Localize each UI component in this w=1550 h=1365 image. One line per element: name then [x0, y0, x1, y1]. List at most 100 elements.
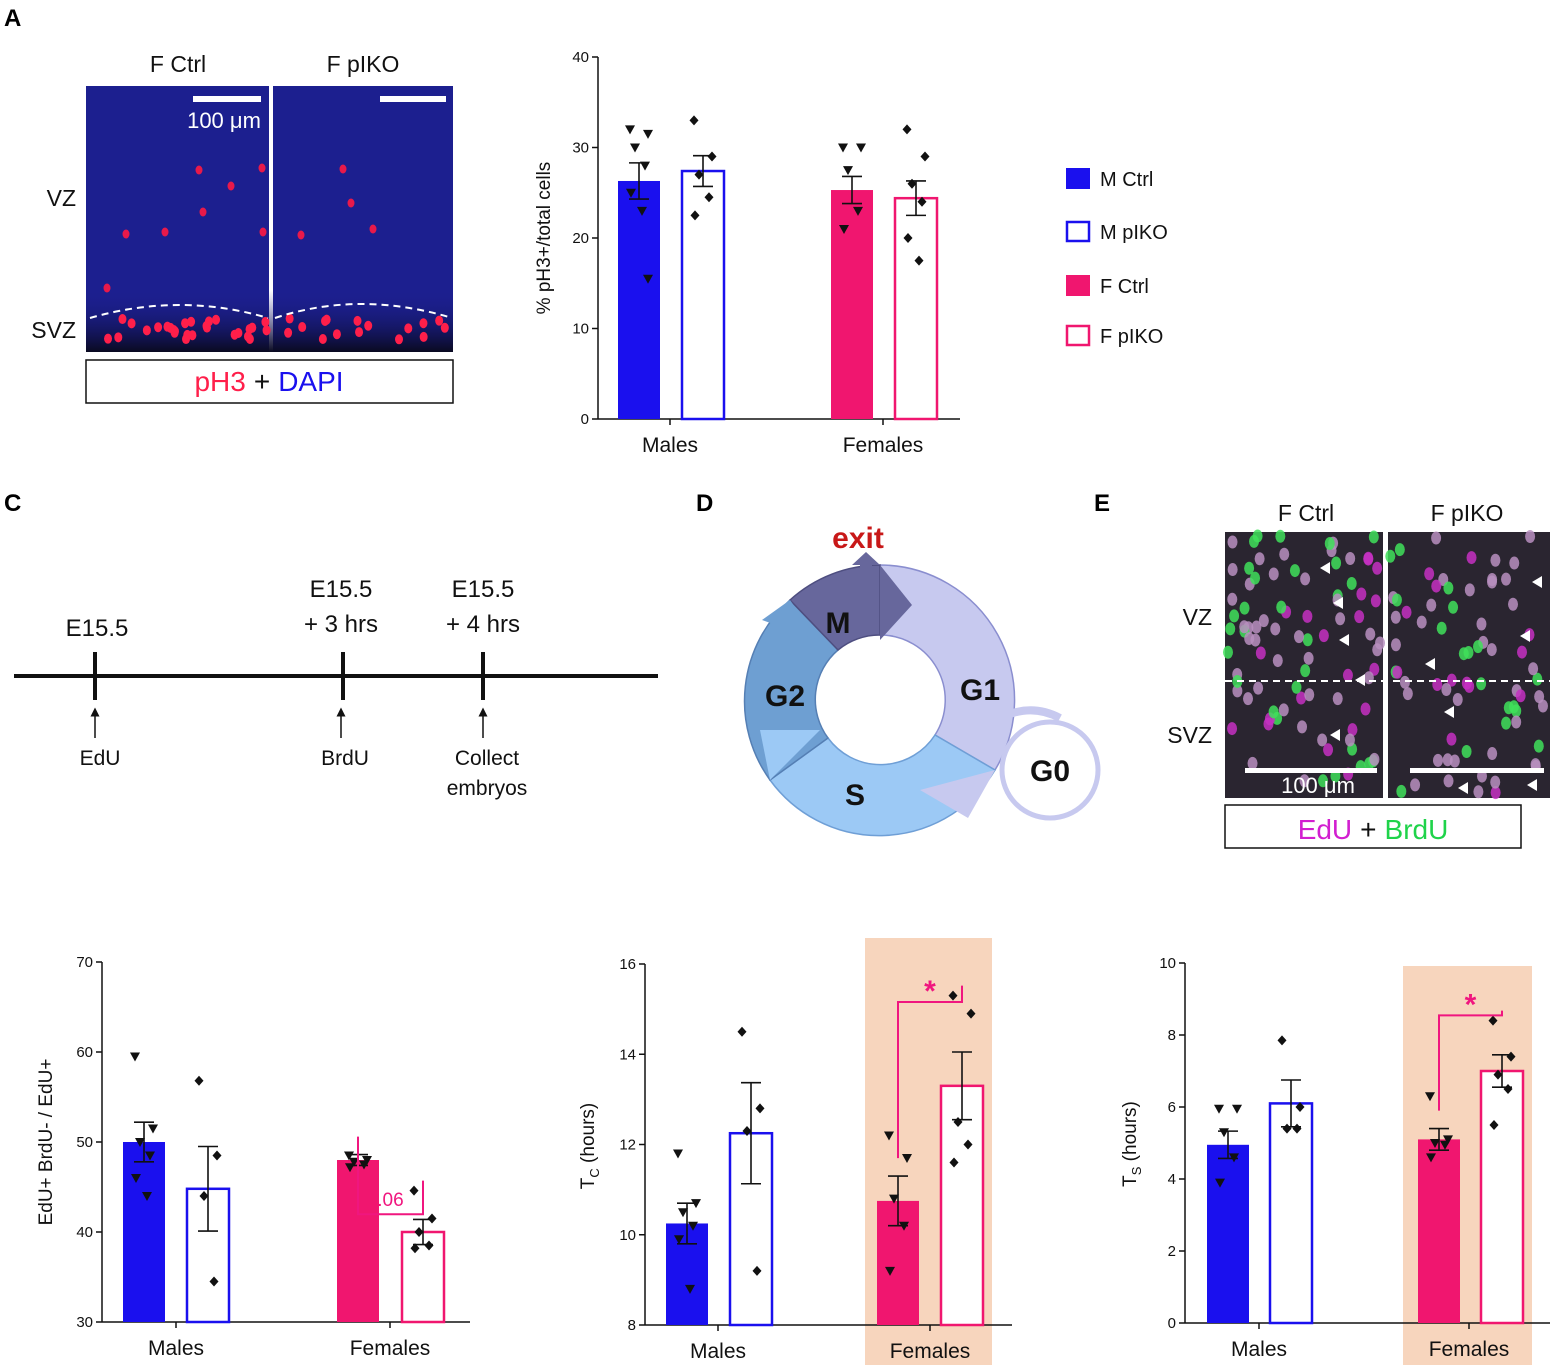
ph3-nucleus: [181, 318, 190, 329]
edu-brdu-nucleus: [1432, 753, 1443, 767]
data-point: [966, 1008, 976, 1019]
edu-brdu-nucleus: [1268, 705, 1279, 719]
panel-label-c: C: [4, 490, 21, 517]
data-point: [902, 124, 912, 135]
edu-brdu-nucleus: [1416, 615, 1427, 629]
micrograph-a: 100 μm: [86, 86, 453, 352]
edu-brdu-nucleus: [1511, 715, 1522, 729]
data-point: [209, 1276, 219, 1287]
ph3-nucleus: [347, 198, 355, 208]
data-point: [673, 1149, 683, 1159]
edu-brdu-nucleus: [1501, 572, 1512, 586]
data-point: [917, 196, 927, 207]
data-point: [643, 274, 653, 284]
edu-brdu-nucleus: [1300, 664, 1311, 678]
arrowhead-marker: [1527, 779, 1537, 791]
data-point: [920, 151, 930, 162]
data-point: [691, 1199, 701, 1209]
legend-label-m-pko: M pIKO: [1100, 222, 1168, 244]
timeline-t3a: E15.5: [452, 576, 515, 603]
y-tick-label: 8: [628, 1317, 636, 1334]
edu-brdu-nucleus: [1227, 535, 1238, 549]
timeline-t2a: E15.5: [310, 576, 373, 603]
data-point: [899, 1221, 909, 1231]
cycle-arrowhead-m: [880, 565, 912, 640]
y-tick-label: 14: [619, 1046, 636, 1063]
arrowhead-marker: [1330, 729, 1340, 741]
data-point: [914, 255, 924, 266]
edu-brdu-nucleus: [1369, 752, 1380, 766]
significance-bracket: [897, 985, 963, 1159]
scale-bar-a-right: [380, 96, 446, 102]
edu-brdu-nucleus: [1293, 630, 1304, 644]
ph3-nucleus: [187, 316, 196, 327]
data-point: [626, 188, 636, 198]
edu-brdu-nucleus: [1443, 774, 1454, 788]
edu-brdu-nucleus: [1268, 567, 1279, 581]
g0-branch-arrow: [1008, 706, 1062, 722]
panel-e: E F Ctrl F pIKO 100 μm VZ SVZ EdU + BrdU: [1094, 490, 1550, 849]
edu-brdu-nucleus: [1534, 690, 1545, 704]
significance-label: *: [1465, 988, 1477, 1021]
edu-brdu-nucleus: [1335, 612, 1346, 626]
ph3-nucleus: [285, 313, 294, 324]
panel-e-col1-title: F Ctrl: [1278, 500, 1334, 526]
y-tick-label: 2: [1168, 1243, 1176, 1260]
data-point: [678, 1208, 688, 1218]
edu-brdu-nucleus: [1432, 677, 1443, 691]
panel-a: A F Ctrl F pIKO 100 μm VZ SVZ pH3 + DAPI: [4, 5, 454, 404]
x-category-label: Females: [843, 434, 924, 457]
arrowhead-marker: [1320, 562, 1330, 574]
timeline-collect-2: embryos: [447, 777, 528, 800]
legend-swatch-m-ctrl: [1066, 168, 1090, 189]
edu-brdu-nucleus: [1368, 530, 1379, 544]
arrowhead-marker: [1339, 634, 1349, 646]
edu-brdu-nucleus: [1532, 672, 1543, 686]
y-tick-label: 40: [76, 1224, 93, 1241]
ph3-nucleus: [103, 283, 111, 293]
data-point: [1440, 1140, 1450, 1150]
data-point: [737, 1026, 747, 1037]
edu-brdu-nucleus: [1360, 702, 1371, 716]
data-point: [409, 1185, 419, 1196]
ph3-nucleus: [227, 181, 235, 191]
edu-brdu-nucleus: [1299, 774, 1310, 788]
y-axis-label-sub: C: [587, 1168, 602, 1177]
edu-brdu-nucleus: [1272, 654, 1283, 668]
ph3-nucleus: [261, 316, 270, 327]
timeline-t1: E15.5: [66, 615, 129, 642]
edu-brdu-nucleus: [1402, 687, 1413, 701]
edu-brdu-nucleus: [1490, 775, 1501, 789]
edu-brdu-nucleus: [1318, 774, 1329, 788]
vz-svz-boundary-left: [89, 304, 269, 319]
significance-bracket: [357, 1136, 424, 1216]
chart-f: EdU+ BrdU- / EdU+ 30 40 50 60 70 Males Females.…: [36, 954, 470, 1360]
edu-brdu-nucleus: [1317, 733, 1328, 747]
panel-a-vz-label: VZ: [47, 185, 76, 211]
edu-brdu-nucleus: [1394, 543, 1405, 557]
stain-a-dapi: DAPI: [278, 366, 343, 397]
edu-brdu-nucleus: [1473, 785, 1484, 799]
edu-brdu-nucleus: [1392, 665, 1403, 679]
arrowhead-marker: [1425, 658, 1435, 670]
data-point: [1219, 1128, 1229, 1138]
panel-d-cell-cycle: D exit M G1 S G2 G0: [696, 490, 1101, 837]
edu-brdu-nucleus: [1461, 744, 1472, 758]
data-point: [344, 1151, 354, 1161]
edu-brdu-nucleus: [1239, 601, 1250, 615]
edu-brdu-nucleus: [1370, 594, 1381, 608]
y-tick-label: 70: [76, 954, 93, 971]
timeline-collect-1: Collect: [455, 747, 519, 770]
chart-g: TC (hours) 8 10 12 14 16 Males Females *: [578, 938, 1012, 1365]
data-point: [640, 161, 650, 171]
data-point: [212, 1150, 222, 1161]
ph3-nucleus: [395, 334, 404, 345]
data-point: [1503, 1084, 1513, 1094]
edu-brdu-nucleus: [1431, 579, 1442, 593]
data-point: [1215, 1178, 1225, 1188]
edu-brdu-nucleus: [1279, 547, 1290, 561]
bar-f-piko: [1479, 1069, 1525, 1325]
legend-label-m-ctrl: M Ctrl: [1100, 169, 1153, 191]
data-point: [742, 1125, 752, 1136]
arrowhead-marker: [1458, 782, 1468, 794]
